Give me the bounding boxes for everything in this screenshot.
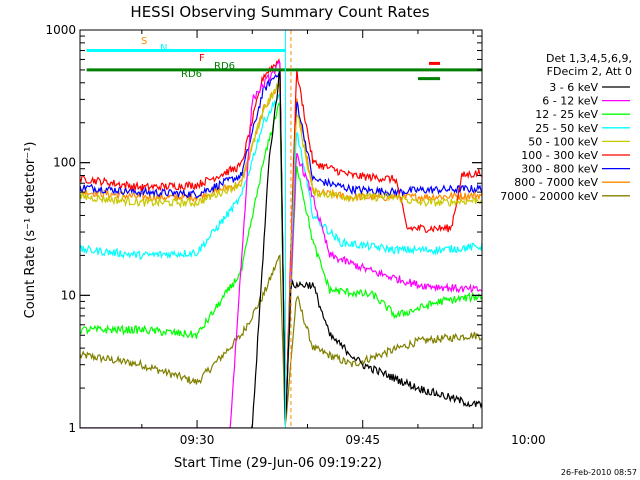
legend-label: 50 - 100 keV xyxy=(528,135,598,148)
legend-label: 800 - 7000 keV xyxy=(514,176,598,189)
legend-header-line: FDecim 2, Att 0 xyxy=(547,65,632,78)
legend-label: 7000 - 20000 keV xyxy=(500,190,598,203)
y-tick-label: 1000 xyxy=(45,23,76,37)
legend-label: 300 - 800 keV xyxy=(521,163,598,176)
series-line-7000-20000-kev xyxy=(80,254,482,426)
legend-header-line: Det 1,3,4,5,6,9, xyxy=(546,52,632,65)
y-tick-label: 100 xyxy=(53,156,76,170)
legend-label: 12 - 25 keV xyxy=(535,108,598,121)
series-line-3-6-kev xyxy=(80,70,482,428)
footer-timestamp: 26-Feb-2010 08:57 xyxy=(561,468,637,477)
y-tick-label: 10 xyxy=(61,288,76,302)
legend-label: 6 - 12 keV xyxy=(542,95,598,108)
x-tick-label: 10:00 xyxy=(511,433,546,447)
plot-content xyxy=(80,30,482,428)
y-tick-label: 1 xyxy=(68,421,76,435)
legend-label: 25 - 50 keV xyxy=(535,122,598,135)
legend: Det 1,3,4,5,6,9,FDecim 2, Att 0 3 - 6 keV… xyxy=(500,52,632,203)
legend-label: 3 - 6 keV xyxy=(549,81,598,94)
x-tick-label: 09:45 xyxy=(345,433,380,447)
annotation-s-0: S xyxy=(141,36,147,47)
x-axis-label: Start Time (29-Jun-06 09:19:22) xyxy=(174,456,382,471)
plot-frame xyxy=(79,29,483,429)
annotation-n-1: N xyxy=(160,43,167,54)
x-tick-label: 09:30 xyxy=(180,433,215,447)
annotation-f-2: F xyxy=(199,53,205,64)
plot-area: S N F RD6 RD6 xyxy=(80,30,482,428)
annotation-rd6-3: RD6 xyxy=(214,61,235,72)
legend-label: 100 - 300 keV xyxy=(521,149,598,162)
annotation-rd6-4: RD6 xyxy=(181,69,202,80)
chart-title: HESSI Observing Summary Count Rates xyxy=(130,3,429,21)
y-axis-label: Count Rate (s⁻¹ detector⁻¹) xyxy=(23,142,38,319)
